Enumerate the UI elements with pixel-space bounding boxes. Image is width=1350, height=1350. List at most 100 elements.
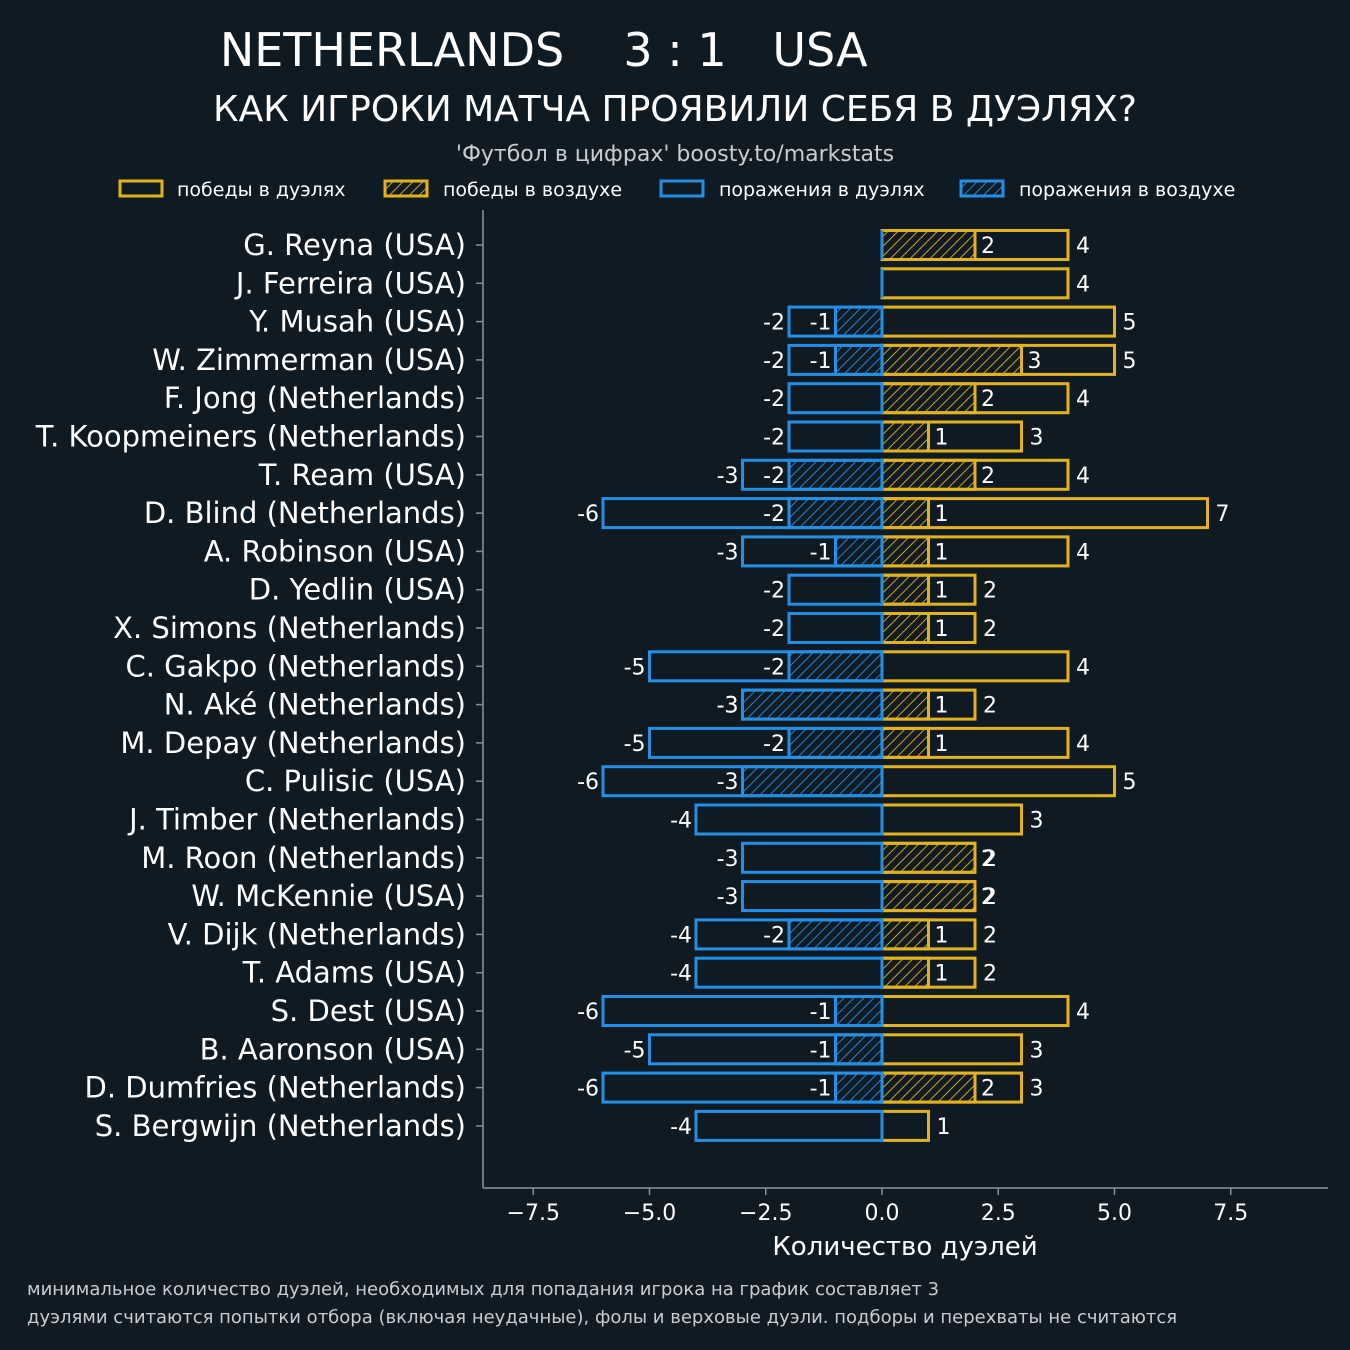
label-duel-losses: -4: [670, 962, 692, 987]
label-duel-wins: 2: [983, 579, 997, 604]
x-tick-label: 0.0: [865, 1201, 900, 1226]
player-label: A. Robinson (USA): [204, 534, 466, 568]
label-duel-losses: -6: [577, 1077, 599, 1102]
match-score: 3 : 1: [623, 23, 726, 77]
label-aerial-wins: 1: [935, 732, 949, 757]
bar-aerial-losses: [834, 1033, 884, 1066]
label-aerial-wins: 1: [935, 694, 949, 719]
bar-duel-losses: [601, 497, 884, 530]
player-label: M. Roon (Netherlands): [141, 841, 466, 875]
label-aerial-losses: -2: [763, 923, 785, 948]
label-duel-losses: -2: [763, 349, 785, 374]
bar-duel-losses: [741, 535, 884, 568]
player-labels: G. Reyna (USA) J. Ferreira (USA) Y. Musah …: [35, 228, 483, 1143]
player-label: N. Aké (Netherlands): [164, 688, 466, 722]
player-label: G. Reyna (USA): [243, 228, 466, 262]
bar-duel-losses: [694, 956, 884, 989]
bar-duel-losses: [787, 573, 884, 606]
label-aerial-losses: -2: [763, 655, 785, 680]
label-aerial-losses: -1: [810, 1000, 832, 1025]
bar-duel-losses: [648, 726, 884, 759]
bar-duel-losses: [694, 803, 884, 836]
bar-duel-losses: [741, 688, 884, 721]
x-tick-label: 7.5: [1213, 1201, 1248, 1226]
x-ticks: −7.5 −5.0 −2.5 0.0 2.5 5.0 7.5: [507, 1188, 1248, 1226]
label-aerial-losses: -1: [810, 1038, 832, 1063]
player-label: T. Adams (USA): [242, 956, 466, 990]
bar-aerial-losses: [834, 1071, 884, 1104]
label-aerial-wins: 1: [935, 502, 949, 527]
bar-duel-losses: [787, 343, 884, 376]
legend-label-aerial-wins: победы в воздухе: [443, 179, 622, 201]
player-label: M. Depay (Netherlands): [120, 726, 466, 760]
label-duel-wins: 2: [983, 962, 997, 987]
bar-aerial-wins: [880, 918, 930, 951]
bar-aerial-wins: [880, 573, 930, 606]
label-aerial-wins: 2: [981, 387, 995, 412]
bar-aerial-wins: [880, 956, 930, 989]
label-duel-wins: 3: [1030, 1077, 1044, 1102]
bar-duel-wins: [880, 995, 1070, 1027]
label-duel-losses: -6: [577, 770, 599, 795]
label-duel-wins: 7: [1216, 502, 1230, 527]
label-aerial-wins: 1: [935, 579, 949, 604]
bar-aerial-losses: [787, 458, 884, 491]
x-tick-label: −5.0: [623, 1201, 676, 1226]
label-aerial-losses: -2: [763, 502, 785, 527]
label-duel-losses: -3: [717, 540, 739, 565]
bar-duel-wins: [880, 305, 1116, 338]
label-duel-losses: -6: [577, 502, 599, 527]
bar-duel-wins: [880, 267, 1070, 300]
player-label: Y. Musah (USA): [248, 305, 466, 339]
legend-swatch-duel-wins: [118, 179, 164, 198]
label-duel-losses: -5: [624, 655, 646, 680]
label-duel-losses: -2: [763, 617, 785, 642]
label-duel-losses: -3: [717, 464, 739, 489]
bar-duel-wins: [880, 803, 1023, 836]
legend-swatch-aerial-losses: [959, 179, 1005, 198]
bar-duel-losses: [741, 841, 884, 874]
bar-aerial-wins: [880, 880, 977, 913]
label-duel-losses: -4: [670, 923, 692, 948]
bar-duel-losses: [787, 382, 884, 415]
label-duel-losses: -4: [670, 809, 692, 834]
label-duel-losses: -3: [717, 847, 739, 872]
bar-duel-losses: [787, 305, 884, 338]
bar-aerial-losses: [834, 535, 884, 568]
label-duel-losses: -3: [717, 885, 739, 910]
label-duel-losses: -2: [763, 579, 785, 604]
bar-aerial-wins: [880, 1071, 977, 1104]
player-label: X. Simons (Netherlands): [113, 611, 466, 645]
label-aerial-wins: 1: [935, 540, 949, 565]
x-tick-label: 5.0: [1097, 1201, 1132, 1226]
bar-aerial-losses: [834, 305, 884, 338]
bar-duel-losses: [601, 995, 884, 1027]
label-aerial-wins: 3: [1028, 349, 1042, 374]
bar-aerial-wins: [880, 229, 977, 261]
bar-duel-losses: [787, 420, 884, 453]
bar-aerial-losses: [787, 650, 884, 683]
label-duel-wins: 4: [1076, 655, 1090, 680]
bar-duel-losses: [787, 612, 884, 644]
chart-subtitle: КАК ИГРОКИ МАТЧА ПРОЯВИЛИ СЕБЯ В ДУЭЛЯХ?: [213, 89, 1137, 130]
player-label: T. Koopmeiners (Netherlands): [35, 420, 466, 454]
footnote-min-duels: минимальное количество дуэлей, необходим…: [27, 1279, 939, 1300]
bar-aerial-losses: [834, 343, 884, 376]
x-tick-label: −7.5: [507, 1201, 560, 1226]
player-label: T. Ream (USA): [258, 458, 466, 492]
label-aerial-losses: -3: [717, 694, 739, 719]
label-duel-wins: 2: [983, 847, 997, 872]
bar-duel-wins: [880, 765, 1116, 798]
label-duel-wins: 4: [1076, 732, 1090, 757]
bar-aerial-wins: [880, 343, 1023, 376]
footnote-duel-definition: дуэлями считаются попытки отбора (включа…: [27, 1307, 1177, 1328]
source-credit: 'Футбол в цифрах' boosty.to/markstats: [456, 142, 894, 167]
label-aerial-losses: -1: [810, 540, 832, 565]
bars-group: 4 2 4 5 -2 -1 5 3 -2 -1 4 2 -2 3 1 -2 4 2 -3 -2 7 1 -6 -2 4 1 -3 -1…: [577, 229, 1230, 1142]
label-duel-wins: 5: [1123, 770, 1137, 795]
label-aerial-wins: 2: [981, 464, 995, 489]
label-aerial-wins: 1: [935, 923, 949, 948]
bar-duel-losses: [648, 1033, 884, 1066]
label-duel-losses: -5: [624, 1038, 646, 1063]
